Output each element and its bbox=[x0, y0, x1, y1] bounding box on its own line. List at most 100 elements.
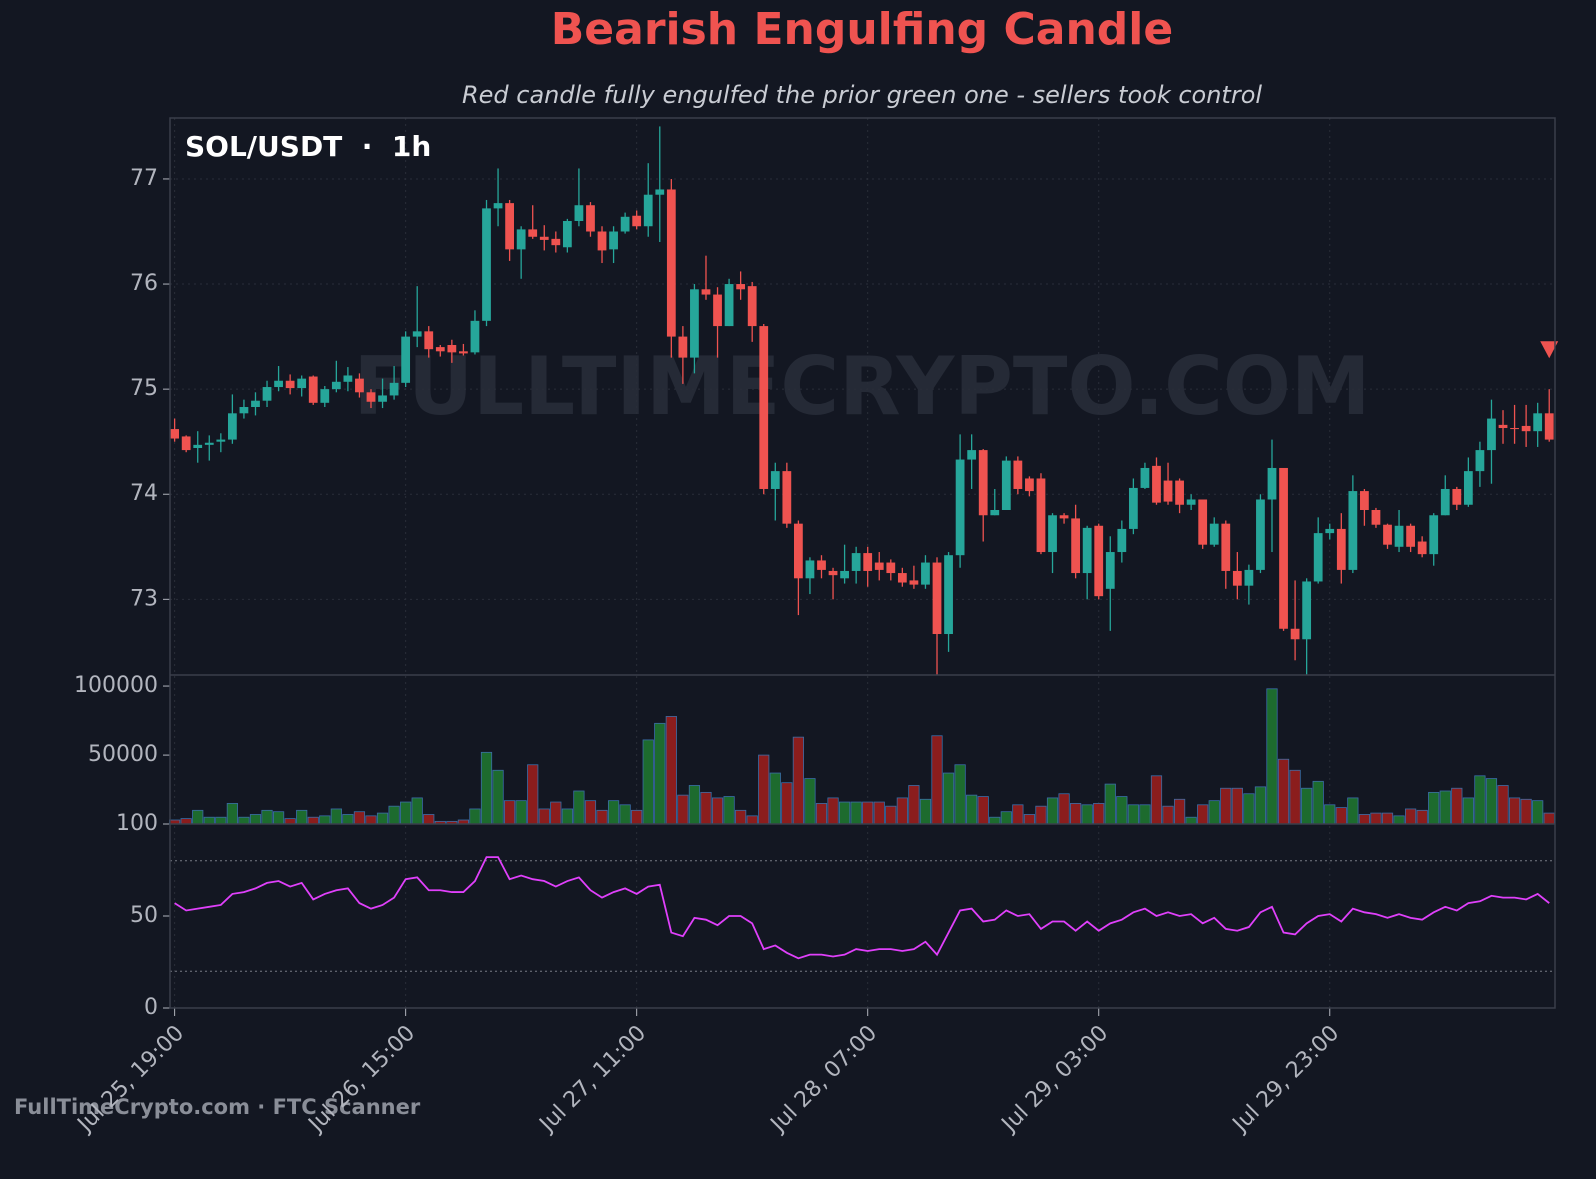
volume-bar bbox=[538, 808, 550, 825]
candle-body bbox=[1140, 467, 1150, 488]
volume-bar bbox=[1220, 787, 1232, 825]
candle-body bbox=[1267, 467, 1277, 500]
volume-bar bbox=[954, 764, 966, 825]
volume-bar bbox=[966, 794, 978, 825]
volume-bar bbox=[1312, 780, 1324, 825]
candle-body bbox=[586, 205, 595, 232]
candle-body bbox=[1163, 480, 1173, 502]
volume-bar bbox=[376, 812, 389, 825]
candle-body bbox=[1244, 569, 1254, 586]
volume-bar bbox=[261, 809, 273, 825]
candle-body bbox=[1001, 460, 1011, 511]
watermark: FULLTIMECRYPTO.COM bbox=[354, 340, 1371, 433]
symbol-label: SOL/USDT · 1h bbox=[185, 130, 431, 163]
candle-body bbox=[355, 378, 364, 393]
candle-body bbox=[1325, 528, 1335, 534]
candle-body bbox=[1013, 460, 1023, 489]
volume-bar bbox=[423, 814, 435, 825]
candle-body bbox=[1371, 510, 1381, 525]
y-tick-label: 75 bbox=[130, 376, 158, 401]
candle-body bbox=[193, 444, 203, 448]
candle-body bbox=[655, 189, 665, 195]
candle-body bbox=[690, 289, 699, 358]
candle-body bbox=[320, 389, 330, 403]
volume-bar bbox=[238, 816, 250, 825]
candle-body bbox=[1128, 487, 1138, 529]
volume-bar bbox=[400, 801, 412, 825]
volume-bar bbox=[711, 797, 724, 825]
volume-bar bbox=[1000, 811, 1012, 825]
rsi-line bbox=[174, 856, 1550, 960]
frame bbox=[169, 117, 1556, 1009]
volume-bar bbox=[1070, 803, 1082, 825]
volume-bar bbox=[1058, 793, 1070, 825]
volume-bar bbox=[1046, 797, 1059, 825]
volume-bar bbox=[723, 796, 735, 825]
volume-bar bbox=[319, 815, 331, 825]
volume-bar bbox=[1462, 797, 1474, 825]
candle-body bbox=[978, 450, 988, 516]
candle-body bbox=[239, 407, 249, 414]
volume-bar bbox=[527, 764, 539, 825]
candle-body bbox=[516, 229, 526, 250]
candle-body bbox=[620, 216, 630, 232]
candle-body bbox=[1105, 552, 1115, 589]
candle-body bbox=[944, 555, 953, 635]
volume-bar bbox=[561, 808, 573, 825]
volume-bar bbox=[1358, 814, 1371, 825]
volume-bar bbox=[1405, 808, 1417, 825]
volume-bar bbox=[1335, 807, 1347, 825]
candle-body bbox=[1498, 424, 1508, 429]
candle-body bbox=[343, 375, 353, 382]
volume-bar bbox=[1543, 812, 1555, 825]
candle-body bbox=[713, 294, 722, 327]
candle-body bbox=[447, 345, 457, 353]
candle-body bbox=[921, 562, 930, 585]
volume-bar bbox=[411, 797, 423, 825]
volume-bar bbox=[746, 815, 758, 825]
candle-body bbox=[1279, 467, 1288, 629]
candle-body bbox=[1117, 528, 1127, 553]
volume-bar bbox=[781, 782, 793, 825]
volume-bar bbox=[827, 797, 839, 825]
volume-bar bbox=[365, 815, 377, 825]
volume-bar bbox=[388, 805, 400, 825]
volume-bar bbox=[550, 801, 562, 825]
volume-bar bbox=[735, 809, 747, 825]
volume-bar bbox=[1162, 805, 1174, 825]
candle-body bbox=[274, 380, 283, 388]
candle-body bbox=[967, 450, 977, 460]
volume-bar bbox=[619, 804, 631, 825]
candle-body bbox=[1152, 465, 1161, 503]
volume-bar bbox=[180, 818, 192, 825]
volume-bar bbox=[596, 809, 608, 825]
candle-body bbox=[297, 378, 307, 389]
candle-body bbox=[666, 189, 676, 337]
candle-body bbox=[435, 347, 445, 352]
candle-body bbox=[1383, 524, 1392, 545]
candle-body bbox=[736, 284, 746, 290]
candle-body bbox=[227, 413, 237, 440]
candle-body bbox=[1544, 413, 1554, 440]
volume-bar bbox=[688, 785, 701, 825]
candle-body bbox=[643, 194, 653, 227]
volume-bar bbox=[226, 803, 238, 825]
candle-body bbox=[724, 284, 734, 327]
volume-bar bbox=[873, 801, 885, 825]
y-tick-label: 0 bbox=[144, 995, 158, 1020]
volume-bar bbox=[249, 814, 262, 825]
footer: FullTimeCrypto.com · FTC Scanner bbox=[14, 1095, 421, 1119]
y-tick-label: 76 bbox=[130, 271, 158, 296]
candle-body bbox=[539, 236, 549, 240]
volume-bar bbox=[1173, 798, 1186, 825]
candle-body bbox=[1256, 499, 1265, 570]
candle-body bbox=[828, 570, 838, 576]
volume-bar bbox=[480, 751, 493, 825]
candle-body bbox=[1533, 413, 1543, 432]
candle-body bbox=[932, 562, 942, 635]
candle-body bbox=[897, 573, 907, 583]
volume-bar bbox=[1139, 804, 1151, 825]
volume-bar bbox=[284, 818, 296, 825]
volume-bar bbox=[850, 801, 862, 825]
